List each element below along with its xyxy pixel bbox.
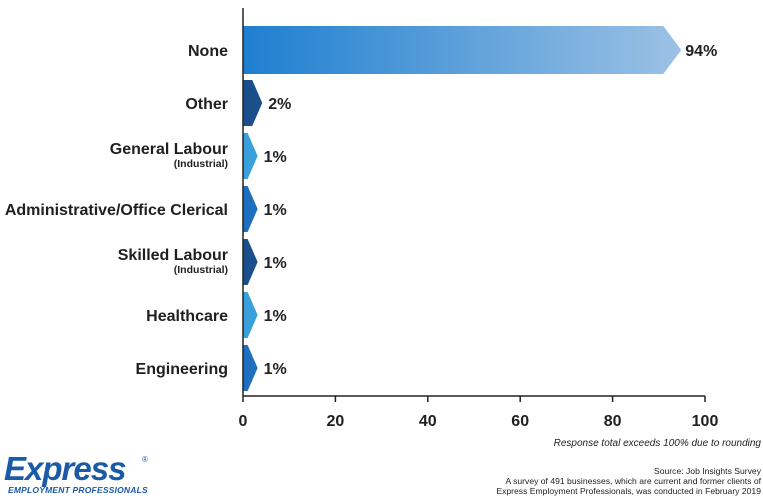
bar-5 [243,292,258,338]
bar-4 [243,239,258,285]
category-sublabel-2: (Industrial) [174,158,228,170]
bar-2 [243,133,258,179]
source-note: Source: Job Insights Survey A survey of … [496,466,761,496]
category-label-0: None [188,43,228,60]
category-label-4: Skilled Labour [118,247,228,264]
category-label-1: Other [185,96,228,113]
value-label-5: 1% [264,308,287,325]
value-label-2: 1% [264,149,287,166]
category-label-2: General Labour [110,141,228,158]
category-sublabel-4: (Industrial) [174,264,228,276]
value-label-1: 2% [268,96,291,113]
value-label-4: 1% [264,255,287,272]
x-tick-label-1: 20 [327,413,345,430]
category-label-3: Administrative/Office Clerical [5,202,228,219]
bar-1 [243,80,263,126]
logo-tagline: EMPLOYMENT PROFESSIONALS [8,485,148,495]
x-tick-label-4: 80 [604,413,622,430]
source-line-1: Source: Job Insights Survey [654,466,761,476]
category-label-5: Healthcare [146,308,228,325]
x-tick-label-0: 0 [239,413,248,430]
logo-wordmark: Express [4,450,126,487]
value-label-0: 94% [685,43,717,60]
source-line-2: A survey of 491 businesses, which are cu… [505,476,761,486]
category-label-6: Engineering [136,361,228,378]
value-label-6: 1% [264,361,287,378]
x-tick-label-2: 40 [419,413,437,430]
footnote: Response total exceeds 100% due to round… [553,438,761,449]
value-label-3: 1% [264,202,287,219]
logo-registered-mark: ® [142,455,148,464]
x-tick-label-5: 100 [692,413,719,430]
bar-6 [243,345,258,391]
bar-3 [243,186,258,232]
source-line-3: Express Employment Professionals, was co… [496,486,761,496]
bar-0 [243,26,682,74]
x-tick-label-3: 60 [511,413,529,430]
express-logo: Express ® EMPLOYMENT PROFESSIONALS [4,452,154,498]
